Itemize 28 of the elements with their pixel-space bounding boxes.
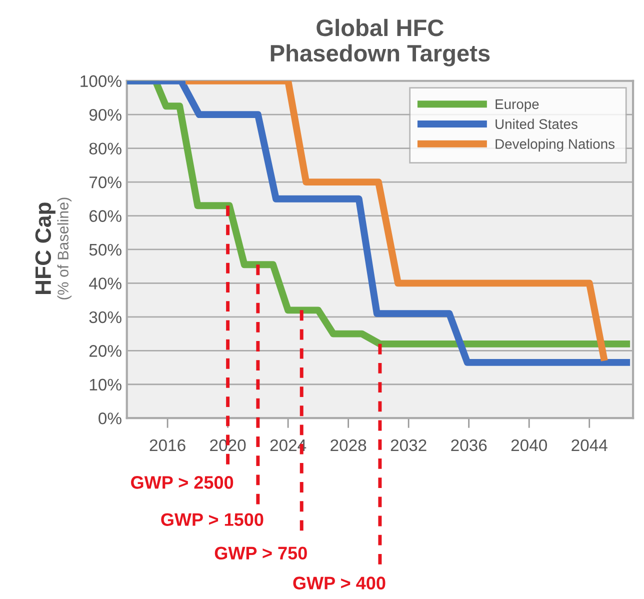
- y-tick-label: 80%: [89, 142, 122, 155]
- y-tick-label: 100%: [80, 75, 122, 88]
- chart-title: Global HFC Phasedown Targets: [270, 18, 490, 66]
- legend-label: Developing Nations: [496, 138, 614, 152]
- y-tick-label: 20%: [89, 345, 122, 357]
- legend-label: United States: [496, 118, 578, 130]
- x-tick-label: 2040: [511, 439, 547, 452]
- annotation: GWP > 750: [214, 546, 307, 560]
- x-tick-label: 2032: [390, 439, 426, 452]
- x-tick-label: 2036: [451, 439, 487, 452]
- legend-label: Europe: [496, 99, 539, 112]
- y-tick-label: 60%: [89, 210, 122, 222]
- y-tick-label: 70%: [90, 176, 122, 188]
- x-tick-label: 2016: [150, 439, 186, 452]
- x-tick-label: 2020: [210, 439, 246, 452]
- y-tick-label: 90%: [89, 108, 122, 121]
- annotation: GWP > 2500: [131, 476, 234, 489]
- annotation: GWP > 1500: [161, 513, 264, 526]
- annotation: GWP > 400: [293, 576, 386, 590]
- y-tick-label: 50%: [89, 244, 122, 256]
- x-tick-label: 2028: [330, 439, 366, 452]
- y-tick-label: 30%: [89, 311, 122, 324]
- x-tick-label: 2044: [572, 439, 608, 452]
- x-tick-label: 2024: [270, 439, 306, 452]
- y-axis-title: HFC Cap (% of Baseline): [35, 198, 72, 300]
- y-tick-label: 0%: [98, 412, 122, 424]
- y-tick-label: 10%: [90, 378, 122, 391]
- y-tick-label: 40%: [89, 278, 122, 290]
